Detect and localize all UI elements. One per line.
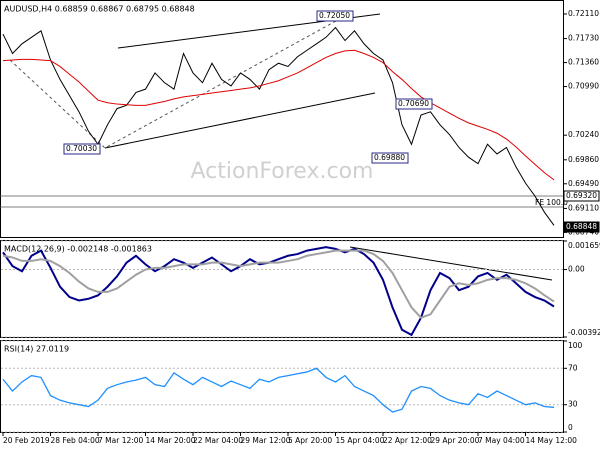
annotation: 0.70030: [66, 144, 97, 153]
panel-title: AUDUSD,H4 0.68859 0.68867 0.68795 0.6884…: [4, 5, 195, 14]
y-tick-label: 0.69490: [568, 179, 599, 188]
macd-trendline: [349, 246, 553, 281]
rsi-panel: [0, 340, 564, 433]
y-tick-label: 0.69110: [568, 203, 599, 212]
x-tick-label: 7 May 04:00: [478, 436, 525, 445]
series-line: [2, 49, 555, 181]
price-label: 0.69320: [566, 191, 597, 200]
annotation: 0.72050: [319, 11, 350, 20]
channel-bottom: [104, 92, 376, 149]
x-tick-label: 28 Feb 04:00: [51, 436, 100, 445]
x-tick-label: 29 Mar 12:00: [241, 436, 291, 445]
x-tick-label: 7 Mar 12:00: [98, 436, 144, 445]
series-line: [2, 246, 555, 337]
x-tick-label: 20 Feb 2019: [3, 436, 50, 445]
y-tick-label: 0: [568, 423, 573, 432]
y-tick-label: 0.70240: [568, 130, 599, 139]
series-line: [2, 26, 555, 226]
annotation: 0.69880: [374, 153, 405, 162]
annotation: FE 100.0: [535, 198, 568, 207]
annotation-box: [316, 10, 354, 22]
y-tick-label: 30: [568, 400, 578, 409]
x-tick-label: 15 Apr 04:00: [336, 436, 385, 445]
x-tick-label: 29 Apr 20:00: [431, 436, 480, 445]
fib-line: [9, 15, 346, 149]
y-tick-label: 0.72110: [568, 9, 599, 18]
x-tick-label: 22 Mar 04:00: [193, 436, 243, 445]
price-panel: [0, 0, 564, 238]
y-tick-label: 0.71360: [568, 58, 599, 67]
price-label: 0.68848: [566, 222, 597, 231]
price-label-box: [563, 221, 600, 233]
y-tick-label: 0.00: [568, 265, 585, 274]
y-tick-label: -0.003922: [568, 328, 600, 337]
series-line: [2, 367, 555, 413]
series-line: [2, 249, 555, 319]
macd-panel: [0, 240, 564, 338]
y-tick-label: 100: [568, 341, 583, 350]
x-tick-label: 14 Mar 20:00: [146, 436, 196, 445]
annotation-box: [63, 143, 101, 155]
annotation-box: [395, 98, 433, 110]
x-tick-label: 14 May 12:00: [526, 436, 578, 445]
y-tick-label: 0.69860: [568, 155, 599, 164]
watermark: ActionForex.com: [191, 159, 374, 184]
y-tick-label: 70: [568, 363, 578, 372]
x-tick-label: 5 Apr 20:00: [288, 436, 332, 445]
panel-title: MACD(12,26,9) -0.002148 -0.001863: [4, 245, 152, 254]
price-label-box: [563, 190, 600, 202]
y-tick-label: 0.71730: [568, 34, 599, 43]
panel-title: RSI(14) 27.0119: [4, 345, 69, 354]
y-tick-label: 0.001659: [568, 241, 600, 250]
y-tick-label: 0.70990: [568, 82, 599, 91]
annotation-box: [371, 152, 409, 164]
x-tick-label: 22 Apr 12:00: [383, 436, 432, 445]
annotation: 0.70690: [398, 99, 429, 108]
